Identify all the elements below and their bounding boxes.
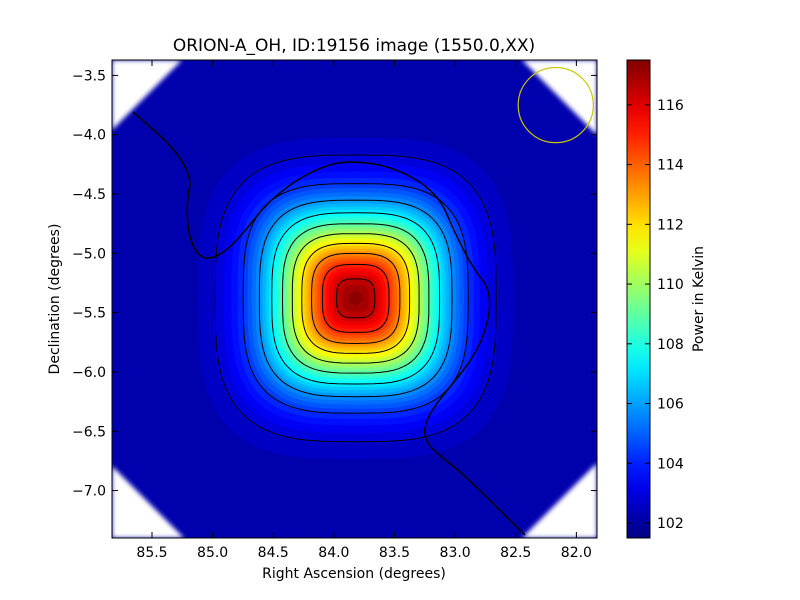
blanked-corner [112,466,184,538]
colorbar-tick-label: 102 [657,516,684,532]
colorbar-tick-label: 114 [657,158,684,174]
beam-circle [517,66,594,144]
blanked-corner [522,463,597,538]
y-tick-label: −6.5 [72,424,106,440]
contour-line [271,212,441,385]
colorbar-tick-label: 112 [657,217,684,233]
colorbar-tick-label: 106 [657,397,684,413]
contour-lines [214,154,497,443]
contour-line [336,278,376,319]
x-tick-label: 85.0 [197,545,228,561]
y-tick-label: −3.5 [72,68,106,84]
colorbar-tick-label: 110 [657,277,684,293]
colorbar-tick-label: 116 [657,98,684,114]
x-tick-label: 84.5 [258,545,289,561]
colorbar-bar [626,59,651,539]
chart-title: ORION-A_OH, ID:19156 image (1550.0,XX) [173,36,535,56]
colorbar-label: Power in Kelvin [691,246,707,352]
x-tick-label: 84.0 [318,545,349,561]
blanked-corner [112,60,182,130]
x-tick-label: 82.5 [500,545,531,561]
heatmap-image [112,60,597,538]
contour-line-outer [132,111,526,536]
contour-line [214,154,497,443]
contour-line [301,242,411,354]
x-axis-ticks: 85.5 85.0 84.5 84.0 83.5 83.0 82.5 82.0 [136,60,592,561]
contour-line [281,223,430,374]
y-tick-label: −7.0 [72,484,106,500]
colorbar-tick-label: 104 [657,456,684,472]
y-axis-label: Declination (degrees) [47,224,63,375]
y-tick-label: −5.0 [72,246,106,262]
colorbar-tick-label: 108 [657,337,684,353]
x-tick-label: 82.0 [561,545,592,561]
image-corners [112,60,597,538]
plot-frame [111,59,598,539]
x-tick-label: 85.5 [136,545,167,561]
colorbar-ticks: 102 104 106 108 110 112 114 116 [627,98,684,532]
colorbar: 102 104 106 108 110 112 114 116 Power in Kelvin [626,59,707,539]
y-axis-ticks: −3.5 −4.0 −4.5 −5.0 −5.5 −6.0 −6.5 −7.0 [72,68,597,500]
x-tick-label: 83.5 [379,545,410,561]
y-tick-label: −6.0 [72,365,106,381]
contour-line [311,252,401,345]
y-tick-label: −4.0 [72,128,106,144]
x-tick-label: 83.0 [440,545,471,561]
blanked-corner [522,60,597,135]
contour-line [291,233,420,364]
y-tick-label: −5.5 [72,306,106,322]
plot-area: 85.5 85.0 84.5 84.0 83.5 83.0 82.5 82.0 −3.5 −4.… [72,59,598,561]
contour-line [321,263,390,333]
y-tick-label: −4.5 [72,187,106,203]
heatmap-peak [348,291,363,306]
x-axis-label: Right Ascension (degrees) [262,566,446,582]
contour-line [258,199,453,398]
contour-line [242,183,469,414]
